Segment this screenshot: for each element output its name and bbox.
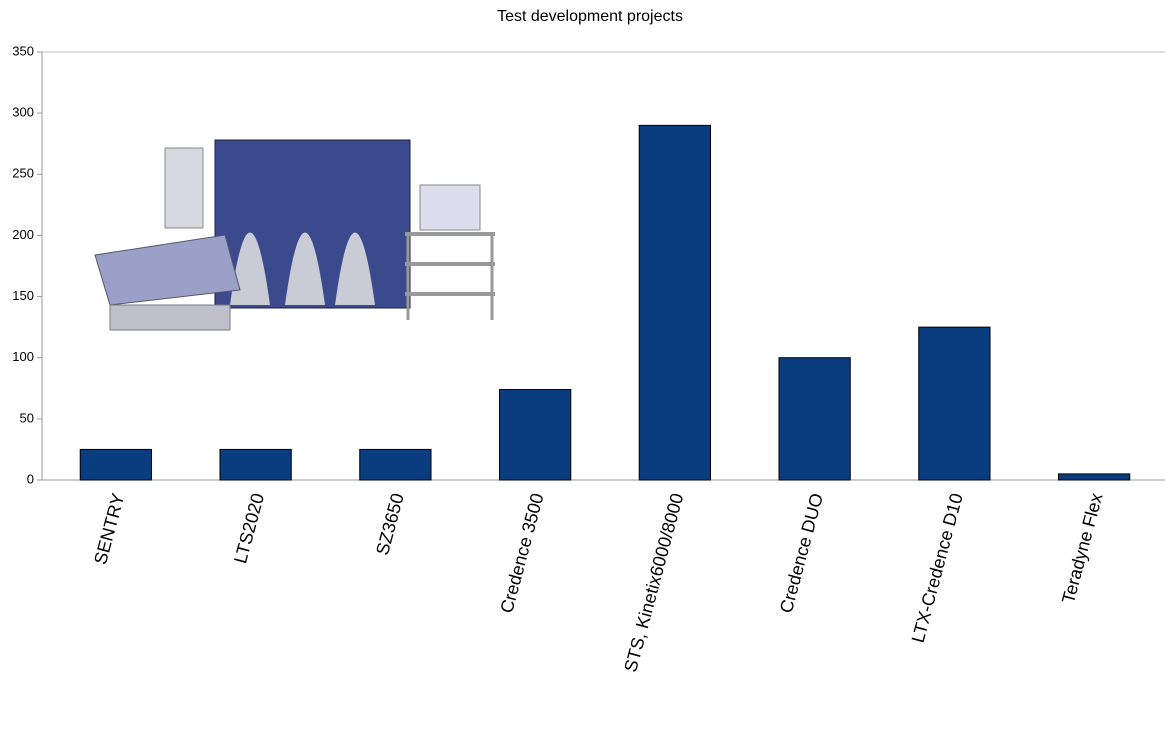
x-tick-label: LTX-Credence D10 — [908, 491, 967, 645]
y-tick-label: 0 — [27, 471, 34, 486]
bar — [498, 389, 572, 481]
x-tick-label: SENTRY — [90, 491, 128, 566]
y-tick-label: 250 — [12, 166, 34, 181]
bar — [79, 448, 153, 481]
equipment-illustration — [94, 139, 495, 331]
bar — [918, 326, 991, 481]
x-tick-label: Credence 3500 — [496, 491, 547, 615]
x-tick-label: Teradyne Flex — [1058, 491, 1107, 605]
y-tick-label: 350 — [12, 43, 34, 58]
bar — [219, 448, 292, 481]
chart-title: Test development projects — [497, 8, 683, 25]
bar — [778, 357, 851, 481]
y-tick-label: 300 — [12, 105, 34, 120]
x-tick-label: Credence DUO — [776, 491, 827, 615]
bar — [359, 448, 432, 481]
bar — [1057, 473, 1131, 481]
y-tick-label: 200 — [12, 227, 34, 242]
y-tick-label: 50 — [20, 410, 34, 425]
x-tick-label: STS, Kinetix6000/8000 — [620, 491, 687, 674]
y-tick-label: 100 — [12, 349, 34, 364]
bar — [638, 124, 712, 481]
x-tick-label: LTS2020 — [230, 491, 268, 565]
x-tick-label: SZ3650 — [372, 491, 408, 557]
y-tick-label: 150 — [12, 288, 34, 303]
